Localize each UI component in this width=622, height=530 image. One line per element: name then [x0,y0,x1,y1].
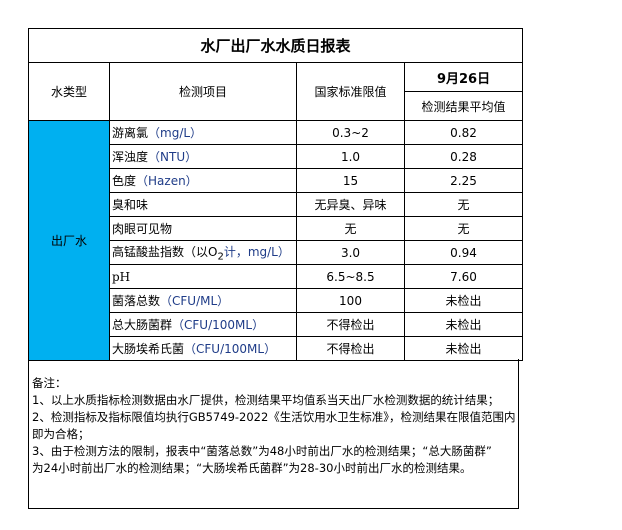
item-unit: （CFU/100ML） [172,318,265,332]
item-name: 浑浊度（NTU） [109,144,297,169]
item-label: 总大肠菌群 [112,318,173,332]
item-subscript: 2 [217,251,224,263]
item-label: 大肠埃希氏菌 [112,342,185,356]
item-label: 游离氯 [112,126,149,140]
item-name: pH [109,264,297,289]
standard-value: 无异臭、异味 [296,192,405,217]
item-name: 菌落总数（CFU/ML） [109,288,297,313]
item-name: 高锰酸盐指数（以O2计，mg/L） [109,240,297,265]
result-value: 未检出 [403,288,524,313]
header-date: 9月26日 [403,62,524,92]
item-name: 大肠埃希氏菌（CFU/100ML） [109,336,297,361]
result-value: 2.25 [403,168,524,193]
note-line: 3、由于检测方法的限制，报表中“菌落总数”为48小时前出厂水的检测结果；“总大肠… [32,444,492,458]
notes-heading: 备注： [32,376,67,390]
item-label: 臭和味 [112,198,149,212]
result-value: 无 [403,216,524,241]
result-value: 7.60 [403,264,524,289]
standard-value: 无 [296,216,405,241]
header-standard: 国家标准限值 [296,62,405,121]
table-row: 臭和味 无异臭、异味无 [29,192,524,217]
header-item: 检测项目 [109,62,297,121]
header-result: 检测结果平均值 [403,91,524,121]
result-value: 0.94 [403,240,524,265]
notes: 备注： 1、以上水质指标检测数据由水厂提供，检测结果平均值系当天出厂水检测数据的… [28,359,519,509]
standard-value: 1.0 [296,144,405,169]
note-line: 即为合格； [32,427,90,441]
note-line: 1、以上水质指标检测数据由水厂提供，检测结果平均值系当天出厂水检测数据的统计结果… [32,393,500,407]
standard-value: 0.3~2 [296,120,405,145]
item-unit: （CFU/ML） [160,294,230,308]
table-row: 色度（Hazen） 15 2.25 [29,168,524,193]
result-value: 未检出 [403,336,524,361]
standard-value: 不得检出 [296,312,405,337]
item-label: 浑浊度 [112,150,149,164]
item-name: 臭和味 [109,192,297,217]
report-title: 水厂出厂水水质日报表 [27,28,524,63]
table-row: 浑浊度（NTU） 1.0 0.28 [29,144,524,169]
item-label: 肉眼可见物 [112,222,173,236]
table-row: 菌落总数（CFU/ML） 100 未检出 [29,288,524,313]
standard-value: 100 [296,288,405,313]
result-value: 无 [403,192,524,217]
item-unit: 计，mg/L） [223,244,290,259]
header-water-type: 水类型 [28,62,110,121]
item-name: 肉眼可见物 [109,216,297,241]
item-name: 总大肠菌群（CFU/100ML） [109,312,297,337]
item-unit: （mg/L） [148,126,203,140]
item-unit: （NTU） [148,150,198,164]
item-label: 高锰酸盐指数（以O [112,244,218,259]
item-name: 色度（Hazen） [109,168,297,193]
item-label: 菌落总数 [112,294,161,308]
standard-value: 3.0 [296,240,405,265]
table-row: pH 6.5~8.5 7.60 [29,264,524,289]
item-label: 色度 [112,174,137,188]
table-row: 出厂水 游离氯（mg/L） 0.3~2 0.82 [28,120,524,361]
water-type-cell: 出厂水 [28,120,110,361]
note-line: 2、检测指标及指标限值均执行GB5749-2022《生活饮用水卫生标准》，检测结… [32,410,516,424]
result-value: 未检出 [403,312,524,337]
item-name: 游离氯（mg/L） [109,120,297,145]
standard-value: 不得检出 [296,336,405,361]
item-unit: （CFU/100ML） [184,342,277,356]
item-unit: （Hazen） [136,174,198,188]
standard-value: 15 [296,168,405,193]
note-line: 为24小时前出厂水的检测结果；“大肠埃希氏菌群”为28-30小时前出厂水的检测结… [32,461,472,475]
standard-value: 6.5~8.5 [296,264,405,289]
item-label: pH [112,269,131,284]
result-value: 0.82 [403,120,524,145]
table-row: 大肠埃希氏菌（CFU/100ML） 不得检出 未检出 [29,336,524,361]
water-quality-table: 水厂出厂水水质日报表 水类型 检测项目 国家标准限值 9月26日 检测结果平均值… [27,28,524,361]
result-value: 0.28 [403,144,524,169]
